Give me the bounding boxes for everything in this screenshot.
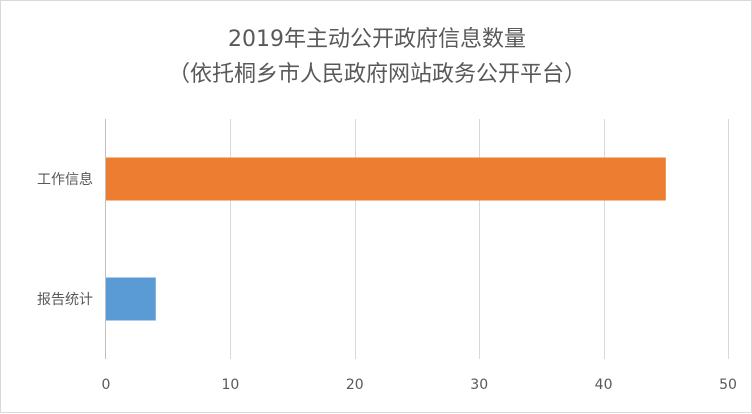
category-label: 报告统计 — [37, 292, 93, 308]
chart-subtitle: （依托桐乡市人民政府网站政务公开平台） — [167, 62, 586, 87]
chart-title: 2019年主动公开政府信息数量 — [228, 27, 526, 52]
bar — [106, 277, 156, 321]
bar — [106, 157, 666, 201]
category-label: 工作信息 — [37, 171, 93, 188]
x-tick-label: 10 — [221, 377, 239, 393]
x-tick-label: 30 — [470, 377, 488, 393]
x-tick-label: 20 — [346, 377, 364, 393]
x-tick-label: 0 — [102, 377, 111, 393]
x-tick-label: 50 — [719, 377, 737, 393]
x-tick-label: 40 — [595, 377, 613, 393]
